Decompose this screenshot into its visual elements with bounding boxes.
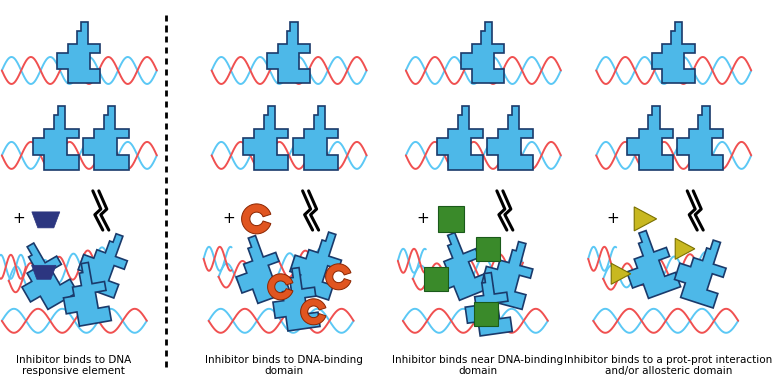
- Polygon shape: [32, 265, 56, 279]
- Polygon shape: [236, 235, 290, 303]
- Polygon shape: [634, 207, 657, 231]
- Polygon shape: [290, 232, 341, 300]
- Polygon shape: [611, 263, 631, 284]
- Polygon shape: [32, 212, 60, 228]
- Polygon shape: [437, 233, 491, 300]
- Polygon shape: [437, 106, 483, 170]
- Polygon shape: [482, 242, 533, 310]
- Polygon shape: [462, 22, 504, 83]
- Polygon shape: [242, 106, 288, 170]
- Text: +: +: [607, 212, 619, 226]
- Polygon shape: [627, 106, 673, 170]
- Bar: [438, 206, 464, 232]
- Polygon shape: [267, 22, 310, 83]
- Polygon shape: [652, 22, 695, 83]
- Bar: [424, 267, 448, 291]
- Polygon shape: [57, 22, 100, 83]
- Polygon shape: [627, 230, 681, 298]
- Polygon shape: [22, 243, 78, 310]
- Polygon shape: [273, 267, 320, 331]
- Polygon shape: [675, 238, 695, 259]
- Polygon shape: [242, 204, 271, 234]
- Polygon shape: [678, 106, 723, 170]
- Polygon shape: [326, 264, 351, 290]
- Polygon shape: [64, 262, 111, 326]
- Text: Inhibitor binds to DNA-binding
domain: Inhibitor binds to DNA-binding domain: [204, 355, 363, 376]
- Polygon shape: [83, 106, 129, 170]
- Polygon shape: [487, 106, 533, 170]
- Bar: [476, 237, 500, 261]
- Polygon shape: [33, 106, 78, 170]
- Text: +: +: [416, 212, 429, 226]
- Polygon shape: [293, 106, 339, 170]
- Text: Inhibitor binds near DNA-binding
domain: Inhibitor binds near DNA-binding domain: [392, 355, 563, 376]
- Text: Inhibitor binds to a prot-prot interaction
and/or allosteric domain: Inhibitor binds to a prot-prot interacti…: [564, 355, 772, 376]
- Bar: [474, 302, 498, 326]
- Text: +: +: [222, 212, 235, 226]
- Polygon shape: [301, 299, 326, 325]
- Polygon shape: [267, 274, 293, 300]
- Text: Inhibitor binds to DNA
responsive element: Inhibitor binds to DNA responsive elemen…: [16, 355, 131, 376]
- Polygon shape: [78, 234, 127, 298]
- Polygon shape: [674, 240, 726, 308]
- Text: +: +: [12, 212, 25, 226]
- Polygon shape: [465, 273, 512, 336]
